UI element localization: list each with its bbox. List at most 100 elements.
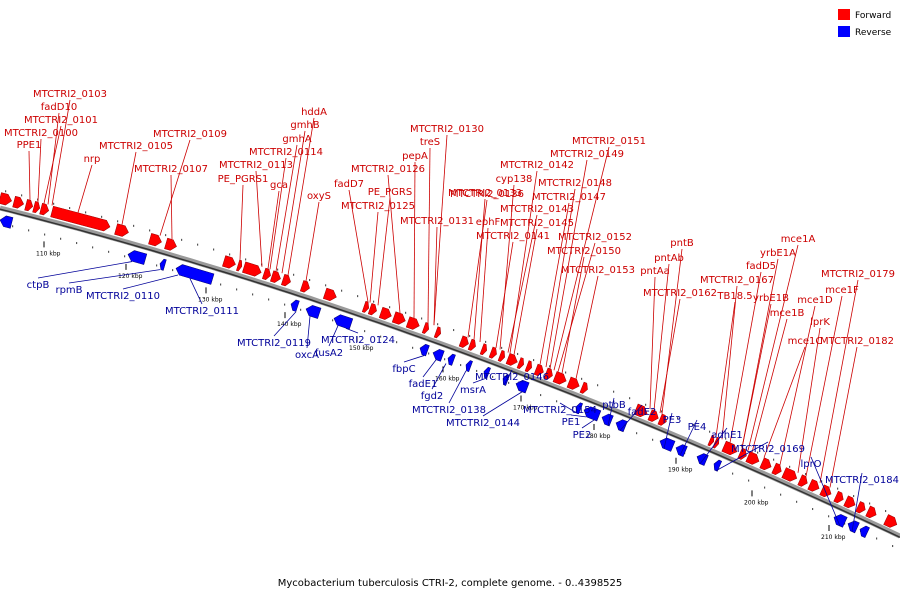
forward-gene-arrow <box>843 495 856 509</box>
tick-minor <box>172 269 174 272</box>
tick-minor <box>796 500 798 503</box>
label-leader-line <box>810 456 841 527</box>
tick-minor <box>44 233 46 236</box>
label-leader-line <box>413 161 416 318</box>
label-leader-line <box>433 134 448 326</box>
reverse-gene-label: fadE1 <box>409 379 438 390</box>
label-leader-line <box>779 305 816 465</box>
reverse-gene-arrow <box>447 353 456 366</box>
tick-minor <box>764 486 766 489</box>
forward-gene-label: mce1F <box>825 285 859 296</box>
forward-gene-arrow <box>633 403 648 418</box>
reverse-gene-label: MTCTRI2_0138 <box>412 405 486 416</box>
tick-minor <box>293 273 295 276</box>
label-leader-line <box>170 174 173 240</box>
forward-gene-arrow <box>657 413 667 426</box>
tick-label: 170 kbp <box>513 404 538 411</box>
tick-minor <box>437 323 439 326</box>
tick-minor <box>828 515 830 518</box>
reverse-gene-arrow <box>615 419 628 433</box>
tick-label: 130 kbp <box>198 296 223 303</box>
forward-gene-arrow <box>24 199 34 212</box>
label-leader-line <box>281 130 306 274</box>
label-leader-line <box>575 275 599 379</box>
legend: Forward Reverse <box>838 9 892 38</box>
forward-gene-label: fadD7 <box>334 179 364 190</box>
label-leader-line <box>28 150 31 200</box>
tick-minor <box>725 437 727 440</box>
forward-gene-arrow <box>533 363 544 377</box>
forward-gene-label: yrbE1B <box>753 293 789 304</box>
forward-gene-label: MTCTRI2_0153 <box>561 265 635 276</box>
tick-minor <box>540 394 542 397</box>
label-leader-line <box>570 414 587 418</box>
tick-minor <box>780 493 782 496</box>
reverse-gene-arrow <box>601 413 614 427</box>
tick-minor <box>76 242 78 245</box>
forward-gene-label: oxyS <box>307 191 331 202</box>
reverse-gene-label: oxcA <box>295 350 319 361</box>
label-leader-line <box>275 144 298 272</box>
tick-minor <box>508 381 510 384</box>
forward-gene-arrow <box>280 273 291 287</box>
reverse-gene-label: adhE1 <box>711 430 743 441</box>
label-leader-line <box>427 147 431 324</box>
label-leader-line <box>37 261 133 279</box>
tick-minor <box>37 198 39 201</box>
tick-minor <box>284 303 286 306</box>
reverse-gene-label: MTCTRI2_0110 <box>86 291 160 302</box>
forward-gene-arrow <box>505 353 518 366</box>
label-leader-line <box>473 198 486 340</box>
forward-gene-arrow <box>39 202 50 216</box>
tick-label: 110 kbp <box>36 250 61 257</box>
forward-gene-arrow <box>367 303 377 316</box>
label-leader-line <box>679 419 698 456</box>
forward-gene-label: fadD10 <box>41 102 77 113</box>
tick-minor <box>101 215 103 218</box>
tick-minor <box>773 458 775 461</box>
forward-gene-arrow <box>516 357 524 370</box>
label-leader-line <box>747 244 799 451</box>
label-leader-line <box>345 328 359 334</box>
forward-gene-arrow <box>391 311 406 325</box>
tick-minor <box>213 248 215 251</box>
backbone-line <box>0 205 900 539</box>
forward-gene-arrow <box>458 335 469 348</box>
tick-minor <box>124 255 126 258</box>
tick-minor <box>28 229 30 232</box>
label-leader-line <box>581 419 595 429</box>
forward-gene-label: ephF <box>476 217 501 228</box>
forward-gene-label: MTCTRI2_0162 <box>643 288 717 299</box>
tick-minor <box>469 334 471 337</box>
forward-gene-arrow <box>222 255 236 269</box>
label-leader-line <box>482 391 523 417</box>
tick-minor <box>853 495 855 498</box>
label-leader-line <box>715 441 769 472</box>
forward-gene-arrow <box>433 326 441 339</box>
forward-gene-label: MTCTRI2_0143 <box>500 204 574 215</box>
label-leader-line <box>403 355 425 363</box>
tick-minor <box>869 502 871 505</box>
tick-minor <box>549 365 551 368</box>
tick-label: 180 kbp <box>586 433 611 440</box>
tick-minor <box>748 479 750 482</box>
label-leader-line <box>37 138 42 202</box>
label-leader-line <box>328 325 339 347</box>
forward-gene-label: MTCTRI2_0101 <box>24 115 98 126</box>
tick-minor <box>245 258 247 261</box>
forward-gene-arrow <box>467 338 476 351</box>
tick-minor <box>165 234 167 237</box>
forward-gene-label: pntB <box>670 238 694 249</box>
forward-gene-label: MTCTRI2_0179 <box>821 269 895 280</box>
label-leader-line <box>805 295 843 477</box>
legend-label: Reverse <box>855 28 892 38</box>
forward-gene-arrow <box>497 350 505 362</box>
forward-gene-label: nrp <box>84 154 101 165</box>
label-leader-line <box>267 190 280 269</box>
tick-minor <box>396 341 398 344</box>
forward-gene-label: PE_PGRS <box>368 187 412 198</box>
reverse-gene-label: PE1 <box>562 417 581 428</box>
tick-minor <box>629 397 631 400</box>
reverse-gene-arrow <box>290 299 300 312</box>
